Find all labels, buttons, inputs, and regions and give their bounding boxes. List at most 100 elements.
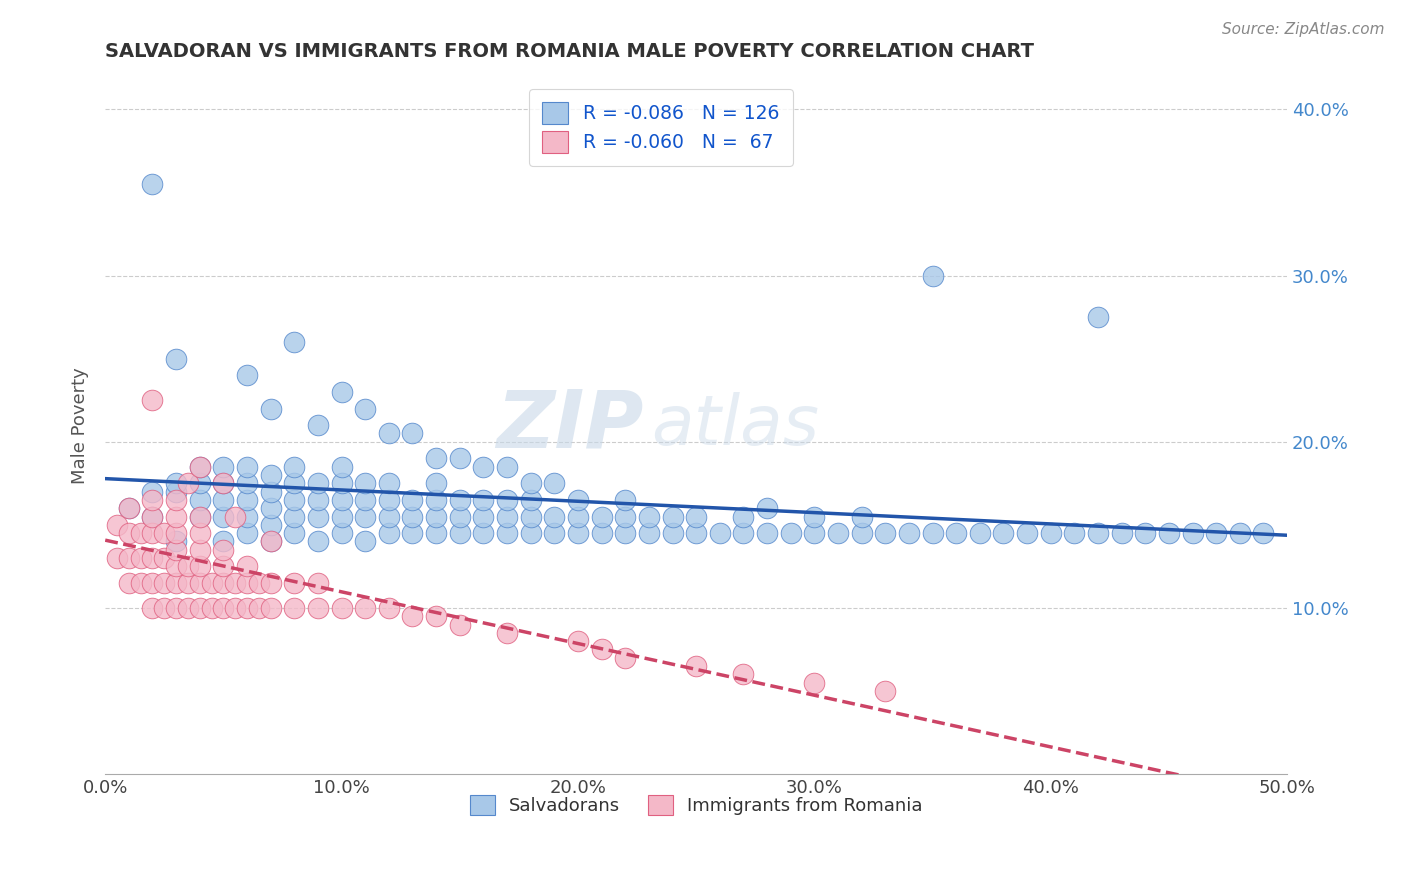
Point xyxy=(177,601,200,615)
Point xyxy=(177,576,200,591)
Point xyxy=(260,501,283,516)
Point xyxy=(756,526,779,541)
Point xyxy=(141,178,163,192)
Point xyxy=(779,526,801,541)
Point xyxy=(354,534,377,549)
Point xyxy=(129,526,152,541)
Point xyxy=(153,526,176,541)
Point xyxy=(851,526,873,541)
Point xyxy=(1015,526,1038,541)
Point xyxy=(260,534,283,549)
Point xyxy=(188,509,211,524)
Point xyxy=(519,509,541,524)
Point xyxy=(378,426,401,441)
Point xyxy=(118,576,141,591)
Point xyxy=(1111,526,1133,541)
Text: ZIP: ZIP xyxy=(495,386,643,464)
Point xyxy=(307,576,329,591)
Point xyxy=(307,601,329,615)
Point xyxy=(105,517,128,532)
Point xyxy=(733,526,755,541)
Point xyxy=(283,492,305,507)
Point xyxy=(733,667,755,681)
Point xyxy=(354,509,377,524)
Point xyxy=(165,576,187,591)
Point xyxy=(519,476,541,491)
Point xyxy=(543,476,565,491)
Point xyxy=(543,509,565,524)
Point xyxy=(449,526,471,541)
Point xyxy=(212,492,235,507)
Point xyxy=(425,509,447,524)
Legend: Salvadorans, Immigrants from Romania: Salvadorans, Immigrants from Romania xyxy=(461,786,932,824)
Point xyxy=(188,459,211,474)
Point xyxy=(212,576,235,591)
Text: SALVADORAN VS IMMIGRANTS FROM ROMANIA MALE POVERTY CORRELATION CHART: SALVADORAN VS IMMIGRANTS FROM ROMANIA MA… xyxy=(105,42,1035,61)
Point xyxy=(129,551,152,566)
Point xyxy=(378,601,401,615)
Point xyxy=(638,509,661,524)
Point xyxy=(685,526,707,541)
Point xyxy=(993,526,1015,541)
Point xyxy=(449,617,471,632)
Point xyxy=(591,509,613,524)
Point xyxy=(685,659,707,673)
Point xyxy=(188,559,211,574)
Point xyxy=(638,526,661,541)
Point xyxy=(1229,526,1251,541)
Point xyxy=(330,459,353,474)
Point xyxy=(283,459,305,474)
Point xyxy=(141,551,163,566)
Point xyxy=(141,492,163,507)
Point xyxy=(496,509,519,524)
Point xyxy=(875,684,897,698)
Point xyxy=(921,526,943,541)
Point xyxy=(236,601,259,615)
Point xyxy=(496,492,519,507)
Point xyxy=(614,650,637,665)
Point xyxy=(425,609,447,624)
Point xyxy=(567,526,589,541)
Point xyxy=(1205,526,1227,541)
Point xyxy=(1087,310,1109,325)
Point xyxy=(212,476,235,491)
Point xyxy=(141,576,163,591)
Point xyxy=(330,476,353,491)
Point xyxy=(401,426,423,441)
Point xyxy=(247,576,270,591)
Point xyxy=(827,526,849,541)
Point xyxy=(472,492,495,507)
Point xyxy=(165,542,187,557)
Point xyxy=(567,634,589,648)
Point xyxy=(141,601,163,615)
Y-axis label: Male Poverty: Male Poverty xyxy=(72,367,89,483)
Point xyxy=(188,509,211,524)
Point xyxy=(378,526,401,541)
Point xyxy=(401,492,423,507)
Point xyxy=(153,551,176,566)
Point xyxy=(212,542,235,557)
Point xyxy=(236,559,259,574)
Point xyxy=(591,526,613,541)
Point xyxy=(129,576,152,591)
Point xyxy=(378,492,401,507)
Point xyxy=(247,601,270,615)
Point xyxy=(177,476,200,491)
Point xyxy=(354,601,377,615)
Point xyxy=(1157,526,1180,541)
Point xyxy=(200,576,222,591)
Point xyxy=(236,368,259,383)
Point xyxy=(330,492,353,507)
Point xyxy=(921,268,943,283)
Text: Source: ZipAtlas.com: Source: ZipAtlas.com xyxy=(1222,22,1385,37)
Point xyxy=(401,509,423,524)
Point xyxy=(803,526,825,541)
Point xyxy=(614,492,637,507)
Point xyxy=(224,509,246,524)
Point xyxy=(236,526,259,541)
Point xyxy=(425,492,447,507)
Point xyxy=(567,509,589,524)
Point xyxy=(236,509,259,524)
Point xyxy=(188,542,211,557)
Point xyxy=(472,526,495,541)
